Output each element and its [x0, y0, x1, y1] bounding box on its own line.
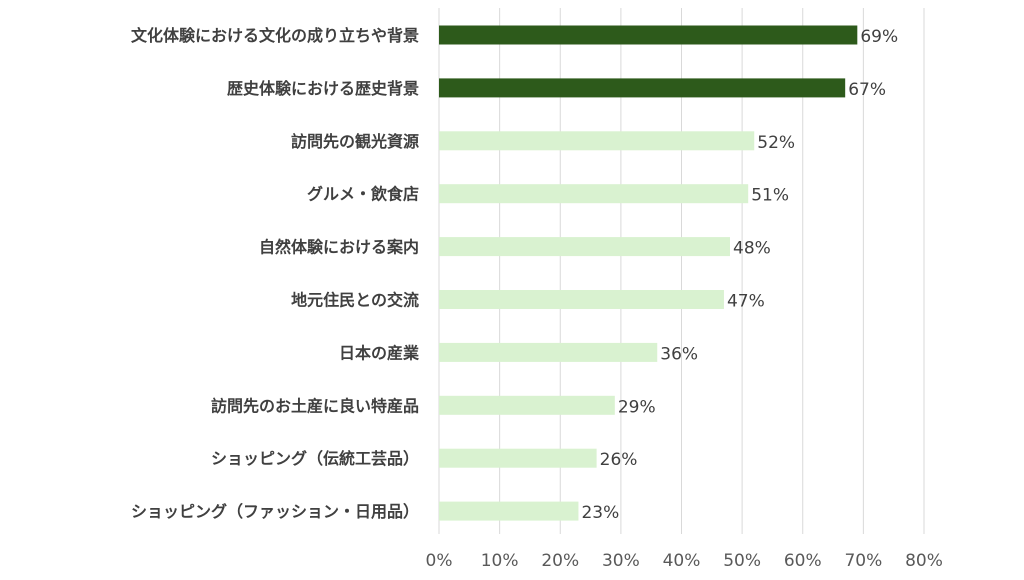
category-label: グルメ・飲食店	[307, 185, 419, 204]
bars	[439, 25, 858, 521]
value-label: 26%	[600, 450, 638, 470]
bar	[439, 501, 579, 521]
category-label: 地元住民との交流	[291, 291, 419, 310]
x-tick-label: 10%	[481, 551, 519, 571]
x-tick-label: 60%	[784, 551, 822, 571]
x-tick-label: 80%	[905, 551, 943, 571]
x-tick-label: 70%	[844, 551, 882, 571]
value-label: 67%	[848, 80, 886, 100]
bar	[439, 184, 749, 204]
bar	[439, 342, 658, 362]
x-axis-ticks: 0% 10% 20% 30% 40% 50% 60% 70% 80%	[426, 551, 943, 571]
category-label: 文化体験における文化の成り立ちや背景	[131, 26, 419, 45]
x-tick-label: 40%	[663, 551, 701, 571]
value-label: 51%	[751, 186, 789, 206]
value-label: 52%	[757, 133, 795, 153]
bar	[439, 131, 755, 151]
category-label: 自然体験における案内	[259, 238, 419, 257]
x-tick-label: 20%	[541, 551, 579, 571]
x-tick-label: 0%	[426, 551, 453, 571]
bar	[439, 395, 615, 415]
category-label: ショッピング（伝統工芸品）	[211, 449, 419, 468]
category-label: 日本の産業	[339, 343, 420, 362]
category-label: 訪問先のお土産に良い特産品	[211, 396, 419, 415]
category-label: ショッピング（ファッション・日用品）	[131, 502, 419, 521]
bar	[439, 290, 724, 309]
bar	[439, 78, 846, 98]
x-tick-label: 50%	[723, 551, 761, 571]
bar	[439, 25, 858, 45]
x-tick-label: 30%	[602, 551, 640, 571]
value-labels: 69% 67% 52% 51% 48% 47% 36% 29% 26% 23%	[581, 27, 898, 523]
category-label: 歴史体験における歴史背景	[227, 79, 419, 98]
value-label: 23%	[581, 503, 619, 523]
category-label: 訪問先の観光資源	[291, 132, 419, 151]
category-labels: 文化体験における文化の成り立ちや背景歴史体験における歴史背景訪問先の観光資源グル…	[131, 26, 420, 521]
value-label: 69%	[860, 27, 898, 47]
value-label: 29%	[618, 397, 656, 417]
value-label: 48%	[733, 239, 771, 259]
value-label: 36%	[660, 344, 698, 364]
bar	[439, 237, 730, 257]
bar	[439, 448, 597, 468]
value-label: 47%	[727, 292, 765, 312]
